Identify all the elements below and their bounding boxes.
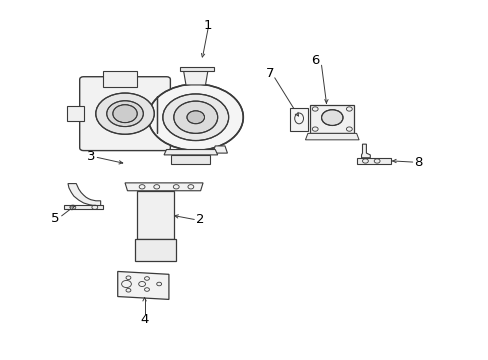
Text: 7: 7 xyxy=(265,67,274,80)
Ellipse shape xyxy=(96,93,154,134)
Polygon shape xyxy=(68,184,101,206)
Polygon shape xyxy=(183,71,207,85)
Polygon shape xyxy=(66,107,83,121)
Polygon shape xyxy=(310,105,353,134)
Polygon shape xyxy=(137,191,173,239)
Ellipse shape xyxy=(148,84,243,150)
Ellipse shape xyxy=(106,101,143,127)
FancyBboxPatch shape xyxy=(80,77,170,150)
Circle shape xyxy=(186,111,204,124)
Polygon shape xyxy=(289,108,308,131)
Text: 5: 5 xyxy=(51,212,60,225)
Polygon shape xyxy=(212,146,227,153)
Polygon shape xyxy=(64,205,103,210)
Circle shape xyxy=(173,101,217,134)
Polygon shape xyxy=(125,183,203,191)
Text: 6: 6 xyxy=(310,54,319,67)
Text: 8: 8 xyxy=(413,156,422,168)
Circle shape xyxy=(113,105,137,123)
Ellipse shape xyxy=(163,94,228,140)
Polygon shape xyxy=(163,149,217,155)
Text: 3: 3 xyxy=(86,150,95,163)
Polygon shape xyxy=(171,155,210,164)
Text: 4: 4 xyxy=(140,312,148,326)
Polygon shape xyxy=(118,271,168,300)
Polygon shape xyxy=(179,67,213,71)
Polygon shape xyxy=(361,144,369,158)
Polygon shape xyxy=(305,134,358,140)
Circle shape xyxy=(321,110,342,126)
Polygon shape xyxy=(356,158,390,164)
Polygon shape xyxy=(103,71,137,87)
Polygon shape xyxy=(135,239,176,261)
Text: 2: 2 xyxy=(195,213,204,226)
Text: 1: 1 xyxy=(203,19,212,32)
